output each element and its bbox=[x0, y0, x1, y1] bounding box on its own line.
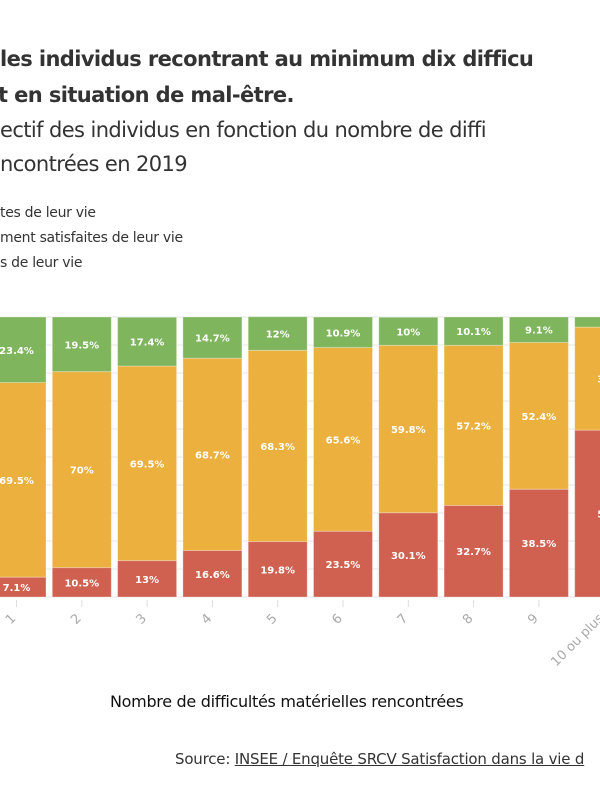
data-label: 23.4% bbox=[0, 346, 34, 357]
x-tick-label: 3 bbox=[133, 611, 149, 627]
data-label: 10% bbox=[396, 327, 420, 338]
bar-segment[interactable] bbox=[182, 316, 243, 359]
bar-segment[interactable] bbox=[508, 341, 569, 490]
chart-subtitle-line-1: ectif des individus en fonction du nombr… bbox=[0, 118, 487, 142]
source-prefix: Source: bbox=[175, 750, 235, 768]
data-label: 10.5% bbox=[64, 578, 99, 589]
bar-segment[interactable] bbox=[247, 541, 308, 598]
data-label: 69.5% bbox=[130, 459, 165, 470]
x-tick-label: 7 bbox=[395, 611, 411, 627]
bar-segment[interactable] bbox=[378, 344, 439, 514]
data-label: 52.4% bbox=[522, 412, 557, 423]
legend-item-insatisfaites[interactable]: tes de leur vie bbox=[0, 205, 96, 221]
data-label: 10.1% bbox=[456, 327, 491, 338]
bar-segment[interactable] bbox=[247, 316, 308, 351]
data-label: 7.1% bbox=[3, 583, 31, 594]
chart-title-line-2: t en situation de mal-être. bbox=[0, 83, 294, 107]
data-label: 30.1% bbox=[391, 551, 426, 562]
data-label: 17.4% bbox=[130, 338, 165, 349]
source-note: Source: INSEE / Enquête SRCV Satisfactio… bbox=[175, 750, 584, 768]
legend-item-moyennement-satisfaites[interactable]: ment satisfaites de leur vie bbox=[0, 230, 183, 246]
bar-segment[interactable] bbox=[313, 316, 373, 349]
bar-segment[interactable] bbox=[508, 488, 569, 598]
data-label: 69.5% bbox=[0, 476, 34, 487]
data-label: 14.7% bbox=[195, 334, 230, 345]
bar-segment[interactable] bbox=[443, 504, 504, 598]
chart-subtitle-line-2: ncontrées en 2019 bbox=[0, 152, 188, 176]
x-tick-label: 8 bbox=[460, 611, 476, 627]
bar-segment[interactable] bbox=[51, 316, 112, 373]
bar-segment[interactable] bbox=[443, 344, 504, 506]
data-label: 19.8% bbox=[260, 565, 295, 576]
data-label: 23.5% bbox=[326, 560, 361, 571]
x-tick-label: 1 bbox=[3, 611, 19, 627]
bar-segment[interactable] bbox=[182, 357, 243, 552]
bar-segment[interactable] bbox=[247, 349, 308, 543]
data-label: 12% bbox=[266, 330, 290, 341]
source-link[interactable]: INSEE / Enquête SRCV Satisfaction dans l… bbox=[234, 750, 585, 768]
x-tick-label: 10 ou plus bbox=[548, 611, 600, 670]
x-tick-label: 9 bbox=[525, 611, 541, 627]
x-axis-title: Nombre de difficultés matérielles rencon… bbox=[110, 692, 464, 711]
bar-segment[interactable] bbox=[0, 382, 47, 578]
data-label: 70% bbox=[70, 466, 94, 477]
bar-segment[interactable] bbox=[574, 429, 600, 598]
x-tick-label: 6 bbox=[329, 611, 345, 627]
data-label: 65.6% bbox=[326, 435, 361, 446]
bar-segment[interactable] bbox=[182, 550, 243, 598]
data-label: 68.7% bbox=[195, 450, 230, 461]
data-label: 13% bbox=[135, 575, 159, 586]
bar-segment[interactable] bbox=[51, 567, 112, 598]
x-tick-label: 4 bbox=[199, 611, 215, 627]
x-tick-label: 5 bbox=[264, 611, 280, 627]
bar-segment[interactable] bbox=[508, 316, 569, 343]
data-label: 19.5% bbox=[64, 340, 99, 351]
data-label: 36 bbox=[597, 375, 600, 386]
data-label: 59 bbox=[597, 510, 600, 521]
bar-segment[interactable] bbox=[313, 347, 373, 532]
data-label: 16.6% bbox=[195, 570, 230, 581]
chart-title-line-1: les individus recontrant au minimum dix … bbox=[0, 47, 534, 71]
data-label: 9.1% bbox=[525, 326, 553, 337]
bar-segment[interactable] bbox=[51, 371, 112, 569]
bar-segment[interactable] bbox=[574, 326, 600, 431]
data-label: 57.2% bbox=[456, 421, 491, 432]
data-label: 32.7% bbox=[456, 547, 491, 558]
bar-segment[interactable] bbox=[117, 560, 178, 598]
bar-segment[interactable] bbox=[443, 316, 504, 346]
x-tick-label: 2 bbox=[68, 611, 84, 627]
stacked-bar-chart: 7.1% 69.5% 23.4% 1 10.5% 70% 19.5% 2 13% 69.5% 17.… bbox=[0, 316, 600, 670]
bar-segment[interactable] bbox=[378, 316, 439, 346]
data-label: 38.5% bbox=[522, 539, 557, 550]
data-label: 68.3% bbox=[260, 442, 295, 453]
bar-segment[interactable] bbox=[313, 530, 373, 598]
legend-item-satisfaites[interactable]: s de leur vie bbox=[0, 255, 83, 271]
bar-segment[interactable] bbox=[378, 512, 439, 598]
data-label: 59.8% bbox=[391, 425, 426, 436]
bar-segment[interactable] bbox=[0, 316, 47, 384]
data-label: 10.9% bbox=[326, 328, 361, 339]
bar-segment[interactable] bbox=[574, 316, 600, 328]
bar-segment[interactable] bbox=[117, 316, 178, 367]
